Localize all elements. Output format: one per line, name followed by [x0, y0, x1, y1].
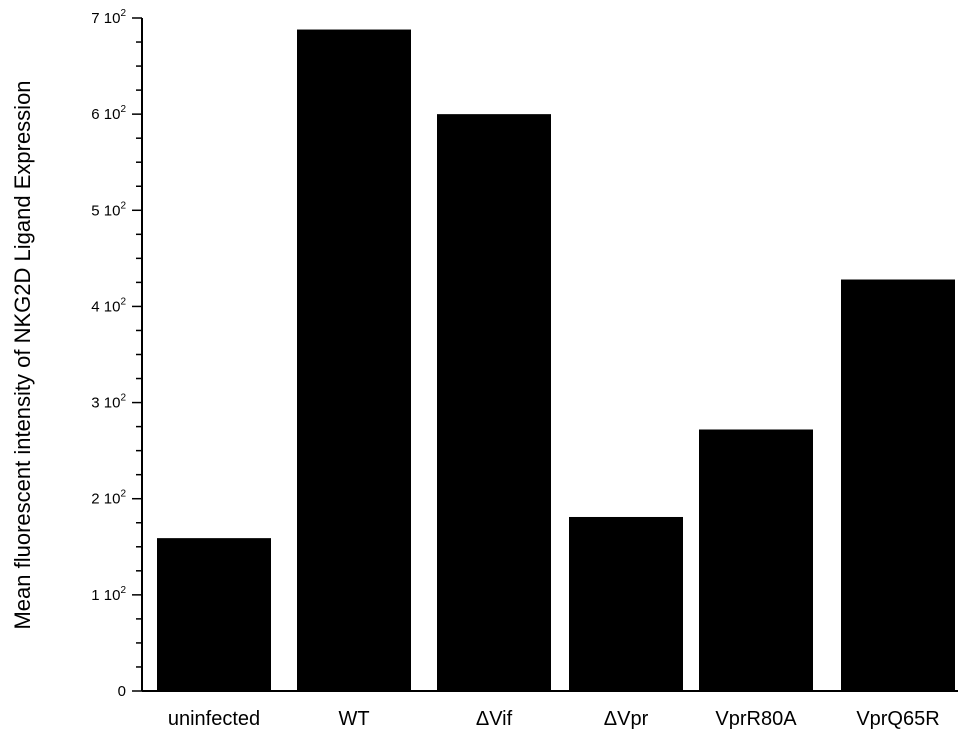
x-tick-label: VprQ65R — [856, 708, 939, 730]
y-axis: 0 1 102 2 102 3 102 4 102 5 102 6 102 7 102 — [91, 8, 958, 700]
x-axis-labels: uninfected WT ΔVif ΔVpr VprR80A VprQ65R — [168, 708, 940, 730]
x-tick-label: VprR80A — [715, 708, 797, 730]
x-tick-label: ΔVpr — [604, 708, 649, 730]
x-tick-label: ΔVif — [476, 708, 513, 730]
y-tick-label: 3 102 — [91, 393, 126, 412]
y-tick-label: 0 — [118, 683, 126, 700]
y-tick-label: 4 102 — [91, 296, 126, 315]
y-tick-label: 6 102 — [91, 104, 126, 123]
y-axis-label: Mean fluorescent intensity of NKG2D Liga… — [10, 80, 35, 629]
y-tick-label: 1 102 — [91, 585, 126, 604]
x-tick-label: WT — [338, 708, 369, 730]
x-tick-label: uninfected — [168, 708, 260, 730]
bar-uninfected — [157, 538, 271, 691]
bar-vprr80a — [699, 429, 813, 691]
y-tick-label: 7 102 — [91, 8, 126, 27]
bar-vif — [437, 114, 551, 691]
bar-vprq65r — [841, 279, 955, 691]
y-tick-label: 5 102 — [91, 200, 126, 219]
bar-vpr — [569, 516, 683, 691]
bar-wt — [297, 29, 411, 691]
y-tick-label: 2 102 — [91, 489, 126, 508]
bars-group — [157, 29, 955, 691]
